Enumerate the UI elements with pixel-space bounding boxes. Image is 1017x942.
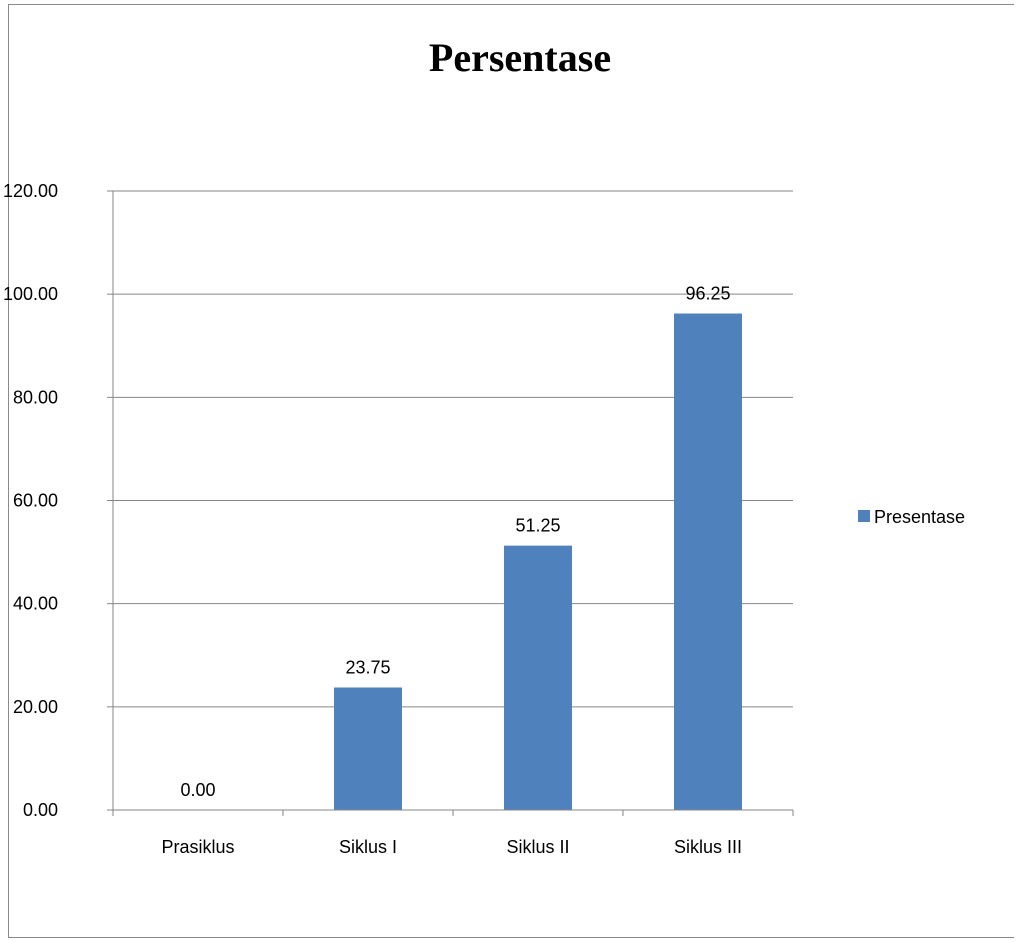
bar [674, 313, 742, 810]
bar [504, 545, 572, 810]
legend-label-presentase: Presentase [874, 507, 965, 527]
y-tick-label: 100.00 [3, 284, 58, 304]
y-tick-label: 20.00 [13, 697, 58, 717]
chart-title: Persentase [428, 35, 612, 80]
category-label: Siklus I [339, 837, 397, 857]
category-label: Prasiklus [161, 837, 234, 857]
y-tick-label: 80.00 [13, 387, 58, 407]
category-label: Siklus II [506, 837, 569, 857]
axes [107, 190, 794, 816]
data-label: 51.25 [515, 516, 560, 536]
data-label: 96.25 [685, 284, 730, 304]
bar [334, 687, 402, 810]
bars [334, 313, 742, 810]
y-tick-label: 60.00 [13, 491, 58, 511]
legend-swatch-presentase [858, 510, 870, 522]
data-label: 23.75 [345, 657, 390, 677]
legend: Presentase [858, 507, 965, 527]
y-tick-label: 40.00 [13, 594, 58, 614]
y-tick-label: 120.00 [3, 181, 58, 201]
data-label: 0.00 [180, 780, 215, 800]
y-tick-label: 0.00 [23, 800, 58, 820]
labels: 0.00 20.00 40.00 60.00 80.00 100.00 120.00 0.00… [3, 181, 742, 857]
category-label: Siklus III [674, 837, 742, 857]
